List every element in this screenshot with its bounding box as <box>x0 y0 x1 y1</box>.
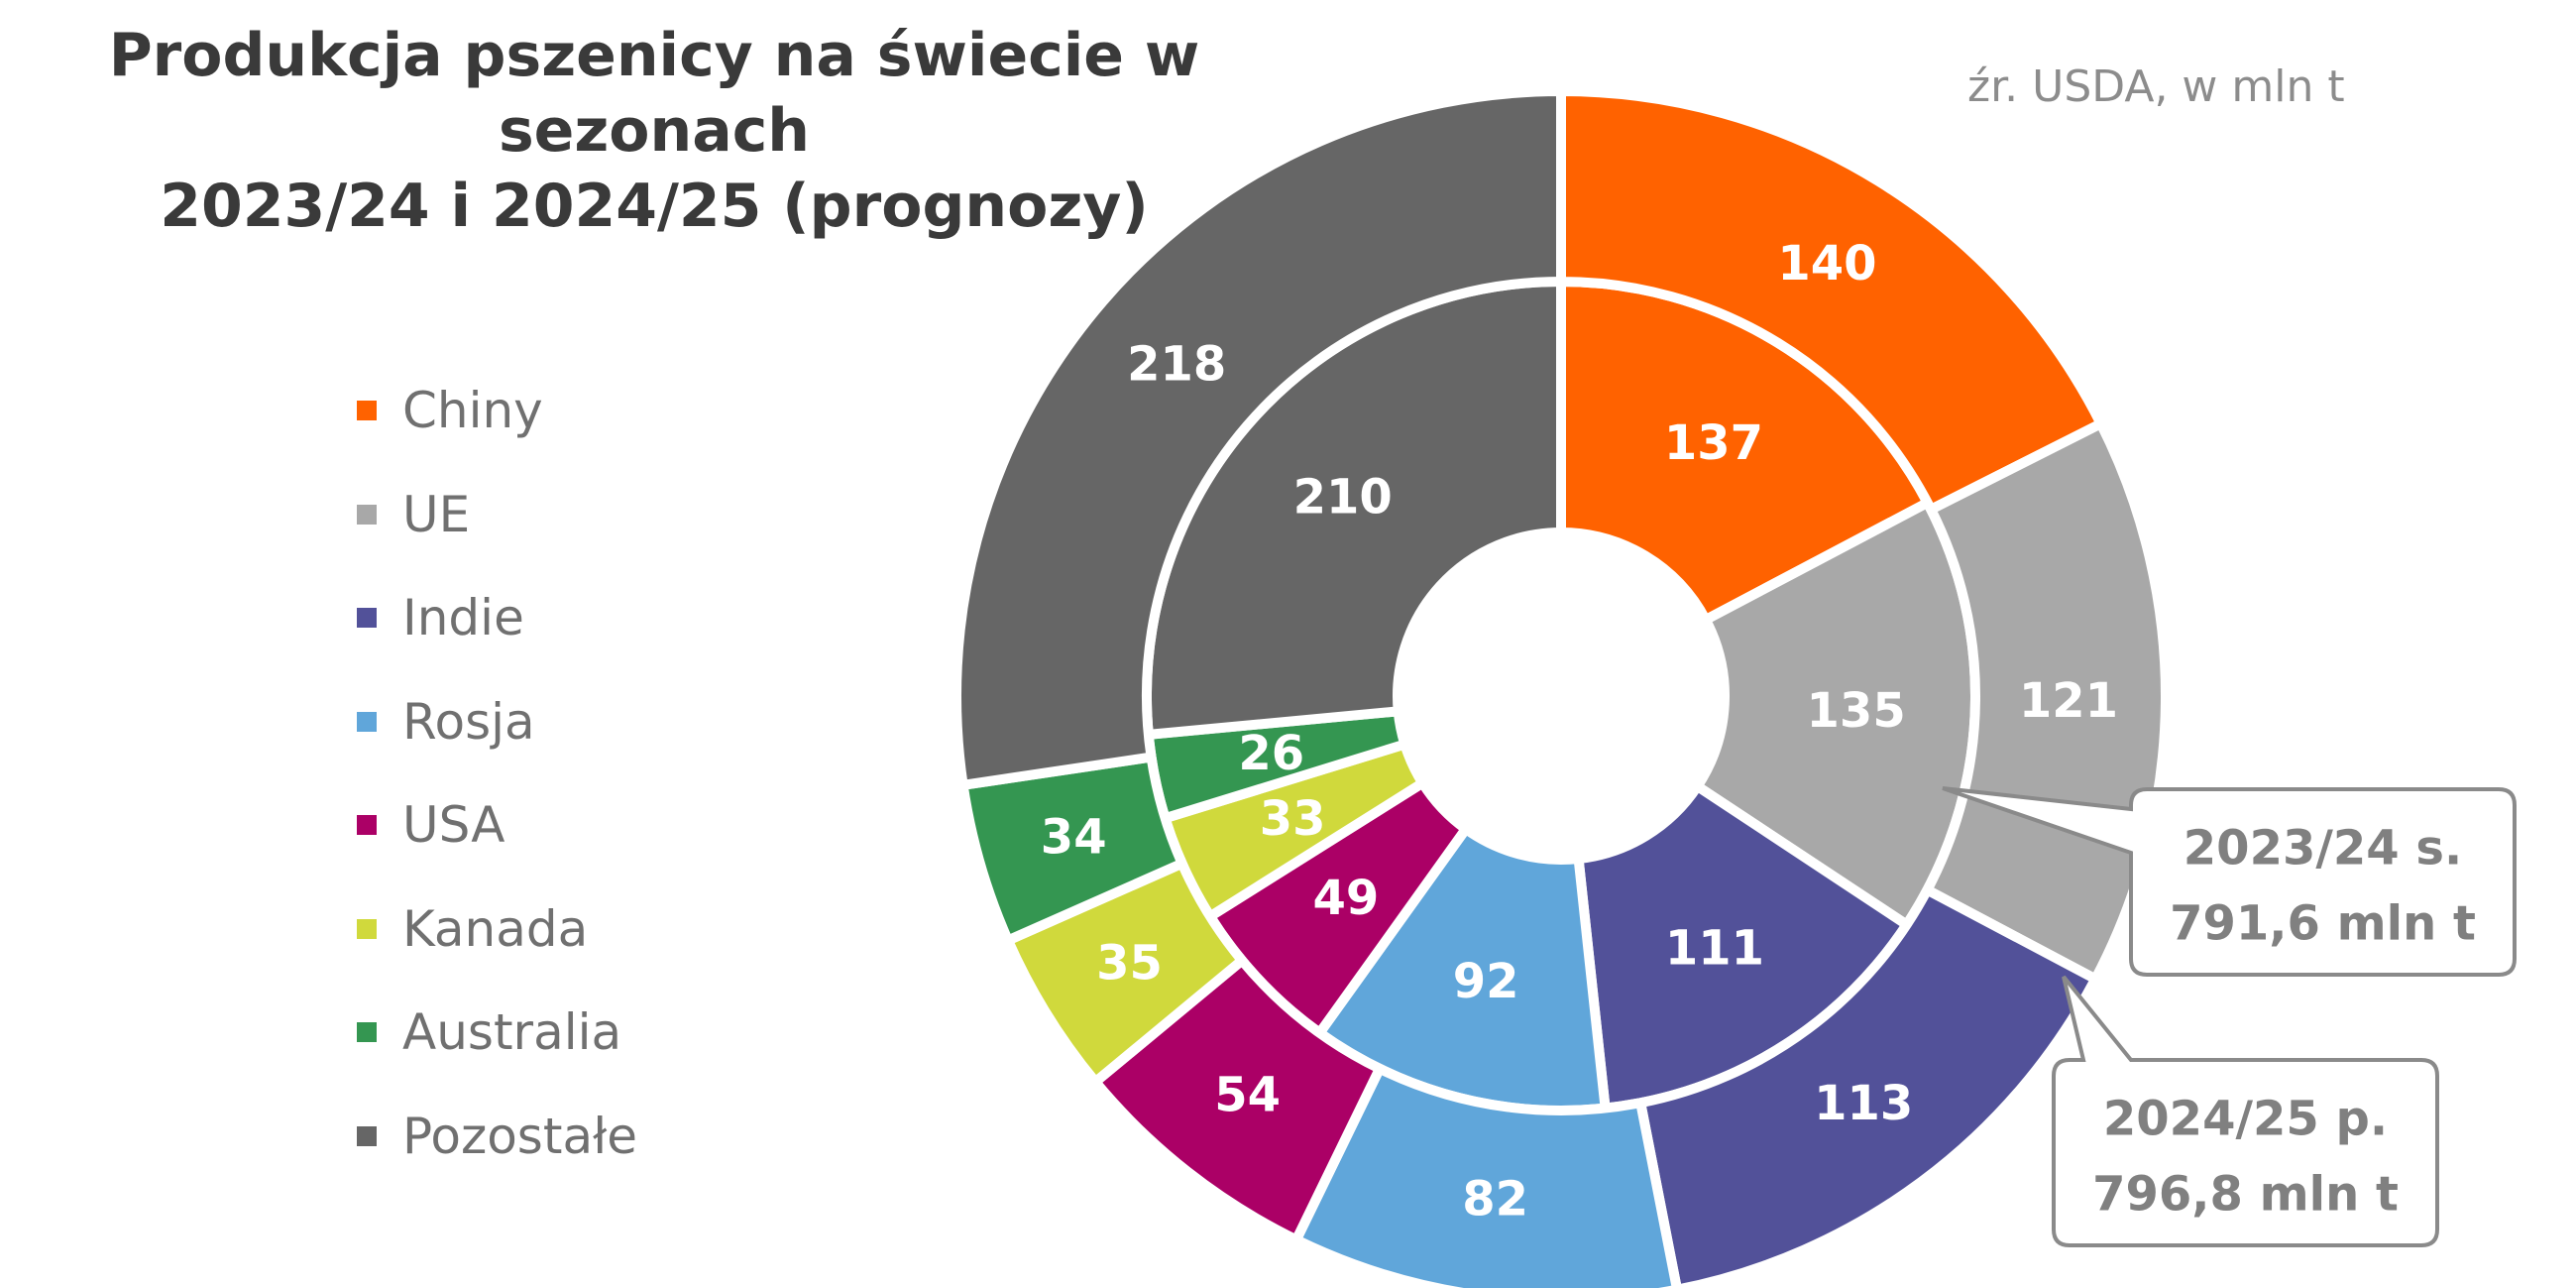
legend-label: Indie <box>402 589 524 647</box>
slice-data-label: 82 <box>1462 1172 1528 1228</box>
chart-title-line1: Produkcja pszenicy na świecie w sezonach <box>108 21 1200 166</box>
donut-slice-outer <box>1556 85 2108 517</box>
legend-item: Australia <box>357 981 637 1085</box>
legend-item: UE <box>357 463 637 567</box>
legend-swatch <box>357 815 377 836</box>
slice-data-label: 92 <box>1453 954 1519 1009</box>
chart-title-line2: 2023/24 i 2024/25 (prognozy) <box>160 172 1149 241</box>
legend-swatch <box>357 918 377 939</box>
callout-outer: 2024/25 p. 796,8 mln t <box>2052 975 2439 1247</box>
legend-label: Rosja <box>402 692 535 751</box>
callout-text: 2023/24 s. <box>2184 821 2462 877</box>
legend-label: USA <box>402 796 505 855</box>
slice-data-label: 26 <box>1238 726 1304 781</box>
source-note: źr. USDA, w mln t <box>1967 61 2345 112</box>
slice-data-label: 54 <box>1214 1068 1281 1123</box>
slice-data-label: 210 <box>1293 469 1393 525</box>
callout-text: 791,6 mln t <box>2170 896 2476 952</box>
slice-data-label: 34 <box>1041 809 1107 865</box>
donut-slice-outer <box>952 85 1566 791</box>
legend: Chiny UE Indie Rosja USA Kanada Australia Pozos… <box>357 359 637 1188</box>
legend-item: Rosja <box>357 670 637 774</box>
slice-data-label: 218 <box>1127 337 1226 393</box>
slice-data-label: 140 <box>1777 236 1876 292</box>
legend-item: Pozostałe <box>357 1085 637 1189</box>
legend-label: Chiny <box>402 382 543 440</box>
legend-item: Kanada <box>357 878 637 982</box>
slice-data-label: 137 <box>1664 415 1763 471</box>
slice-data-label: 121 <box>2019 673 2118 729</box>
legend-label: Pozostałe <box>402 1107 638 1165</box>
slice-data-label: 113 <box>1814 1076 1913 1131</box>
legend-label: UE <box>402 485 471 543</box>
legend-item: USA <box>357 773 637 878</box>
callout-text: 2024/25 p. <box>2103 1092 2388 1147</box>
slice-data-label: 49 <box>1313 871 1380 926</box>
callout-box <box>2052 975 2439 1247</box>
legend-item: Indie <box>357 566 637 670</box>
legend-swatch <box>357 608 377 629</box>
slice-data-label: 33 <box>1260 791 1326 847</box>
legend-label: Australia <box>402 1003 622 1062</box>
legend-swatch <box>357 711 377 732</box>
slice-data-label: 135 <box>1807 683 1906 739</box>
legend-swatch <box>357 504 377 525</box>
callout-text: 796,8 mln t <box>2092 1167 2399 1223</box>
legend-label: Kanada <box>402 899 589 958</box>
chart-title: Produkcja pszenicy na świecie w sezonach… <box>0 18 1308 244</box>
slice-data-label: 111 <box>1665 921 1764 977</box>
callout-inner: 2023/24 s. 791,6 mln t <box>1942 786 2517 977</box>
slice-data-label: 35 <box>1096 935 1163 991</box>
legend-swatch <box>357 1022 377 1043</box>
callout-box <box>1942 786 2517 977</box>
legend-swatch <box>357 401 377 421</box>
legend-item: Chiny <box>357 359 637 463</box>
legend-swatch <box>357 1125 377 1146</box>
